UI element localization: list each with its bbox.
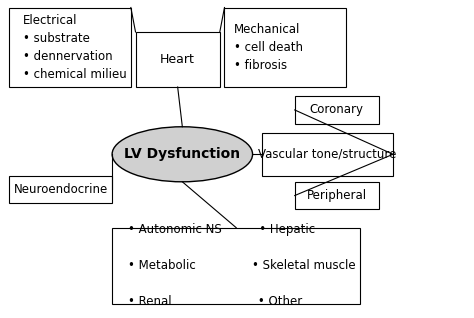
- Text: LV Dysfunction: LV Dysfunction: [124, 147, 240, 161]
- FancyBboxPatch shape: [112, 228, 360, 304]
- FancyBboxPatch shape: [262, 133, 393, 176]
- FancyBboxPatch shape: [9, 8, 131, 87]
- FancyBboxPatch shape: [136, 32, 220, 87]
- Text: Heart: Heart: [160, 53, 195, 66]
- Text: Coronary: Coronary: [310, 103, 364, 116]
- FancyBboxPatch shape: [9, 176, 112, 203]
- FancyBboxPatch shape: [295, 96, 379, 124]
- FancyBboxPatch shape: [225, 8, 346, 87]
- Text: Vascular tone/structure: Vascular tone/structure: [258, 148, 397, 161]
- Text: Peripheral: Peripheral: [307, 189, 367, 202]
- Text: Electrical
• substrate
• dennervation
• chemical milieu: Electrical • substrate • dennervation • …: [23, 14, 127, 81]
- FancyBboxPatch shape: [295, 182, 379, 209]
- Ellipse shape: [112, 127, 253, 182]
- Text: • Autonomic NS          • Hepatic

• Metabolic               • Skeletal muscle

: • Autonomic NS • Hepatic • Metabolic • S…: [128, 223, 356, 308]
- Text: Mechanical
• cell death
• fibrosis: Mechanical • cell death • fibrosis: [234, 23, 303, 72]
- Text: Neuroendocrine: Neuroendocrine: [13, 183, 108, 196]
